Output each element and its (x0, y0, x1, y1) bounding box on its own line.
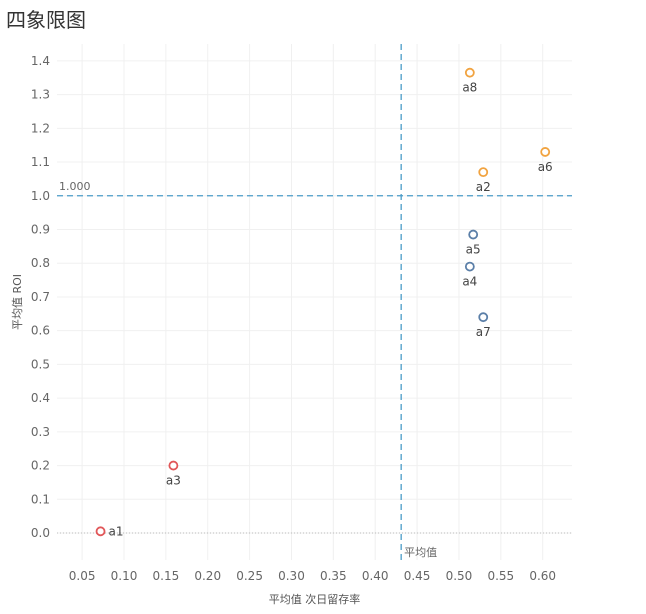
data-point-label: a7 (476, 325, 491, 339)
y-tick-label: 0.1 (31, 492, 50, 506)
data-point (468, 229, 479, 240)
y-tick-label: 0.6 (31, 324, 50, 338)
data-point-label: a6 (538, 160, 553, 174)
y-tick-label: 0.8 (31, 256, 50, 270)
data-point (168, 460, 179, 471)
x-axis-label: 平均值 次日留存率 (269, 592, 361, 606)
x-tick-label: 0.40 (362, 569, 389, 583)
x-tick-label: 0.60 (529, 569, 556, 583)
data-point (464, 67, 475, 78)
x-tick-label: 0.30 (278, 569, 305, 583)
data-point (478, 312, 489, 323)
data-point (540, 147, 551, 157)
data-point (464, 261, 475, 272)
y-tick-label: 1.1 (31, 155, 50, 169)
y-tick-label: 1.0 (31, 189, 50, 203)
x-tick-label: 0.15 (153, 569, 180, 583)
x-tick-label: 0.25 (236, 569, 263, 583)
data-point-label: a2 (476, 180, 491, 194)
y-tick-label: 0.9 (31, 222, 50, 236)
x-tick-label: 0.45 (404, 569, 431, 583)
data-point-label: a4 (462, 275, 477, 289)
x-reference-label: 平均值 (404, 546, 437, 559)
y-tick-label: 0.4 (31, 391, 50, 405)
data-point-label: a8 (462, 81, 477, 95)
y-tick-label: 1.3 (31, 88, 50, 102)
x-tick-label: 0.55 (487, 569, 514, 583)
x-tick-label: 0.20 (194, 569, 221, 583)
y-reference-label: 1.000 (59, 180, 91, 193)
x-tick-label: 0.05 (69, 569, 96, 583)
x-tick-label: 0.10 (111, 569, 138, 583)
y-tick-label: 1.4 (31, 54, 50, 68)
data-point (478, 167, 489, 178)
y-tick-label: 0.3 (31, 425, 50, 439)
x-tick-label: 0.35 (320, 569, 347, 583)
y-tick-label: 0.5 (31, 357, 50, 371)
x-tick-label: 0.50 (446, 569, 473, 583)
data-point-label: a3 (166, 474, 181, 488)
y-axis-label: 平均值 ROI (11, 274, 24, 330)
chart-title: 四象限图 (6, 8, 86, 32)
y-tick-label: 0.2 (31, 459, 50, 473)
data-point (95, 526, 106, 537)
y-tick-label: 0.0 (31, 526, 50, 540)
y-tick-label: 0.7 (31, 290, 50, 304)
data-point-label: a5 (466, 243, 481, 257)
y-tick-label: 1.2 (31, 121, 50, 135)
data-point-label: a1 (109, 524, 124, 538)
